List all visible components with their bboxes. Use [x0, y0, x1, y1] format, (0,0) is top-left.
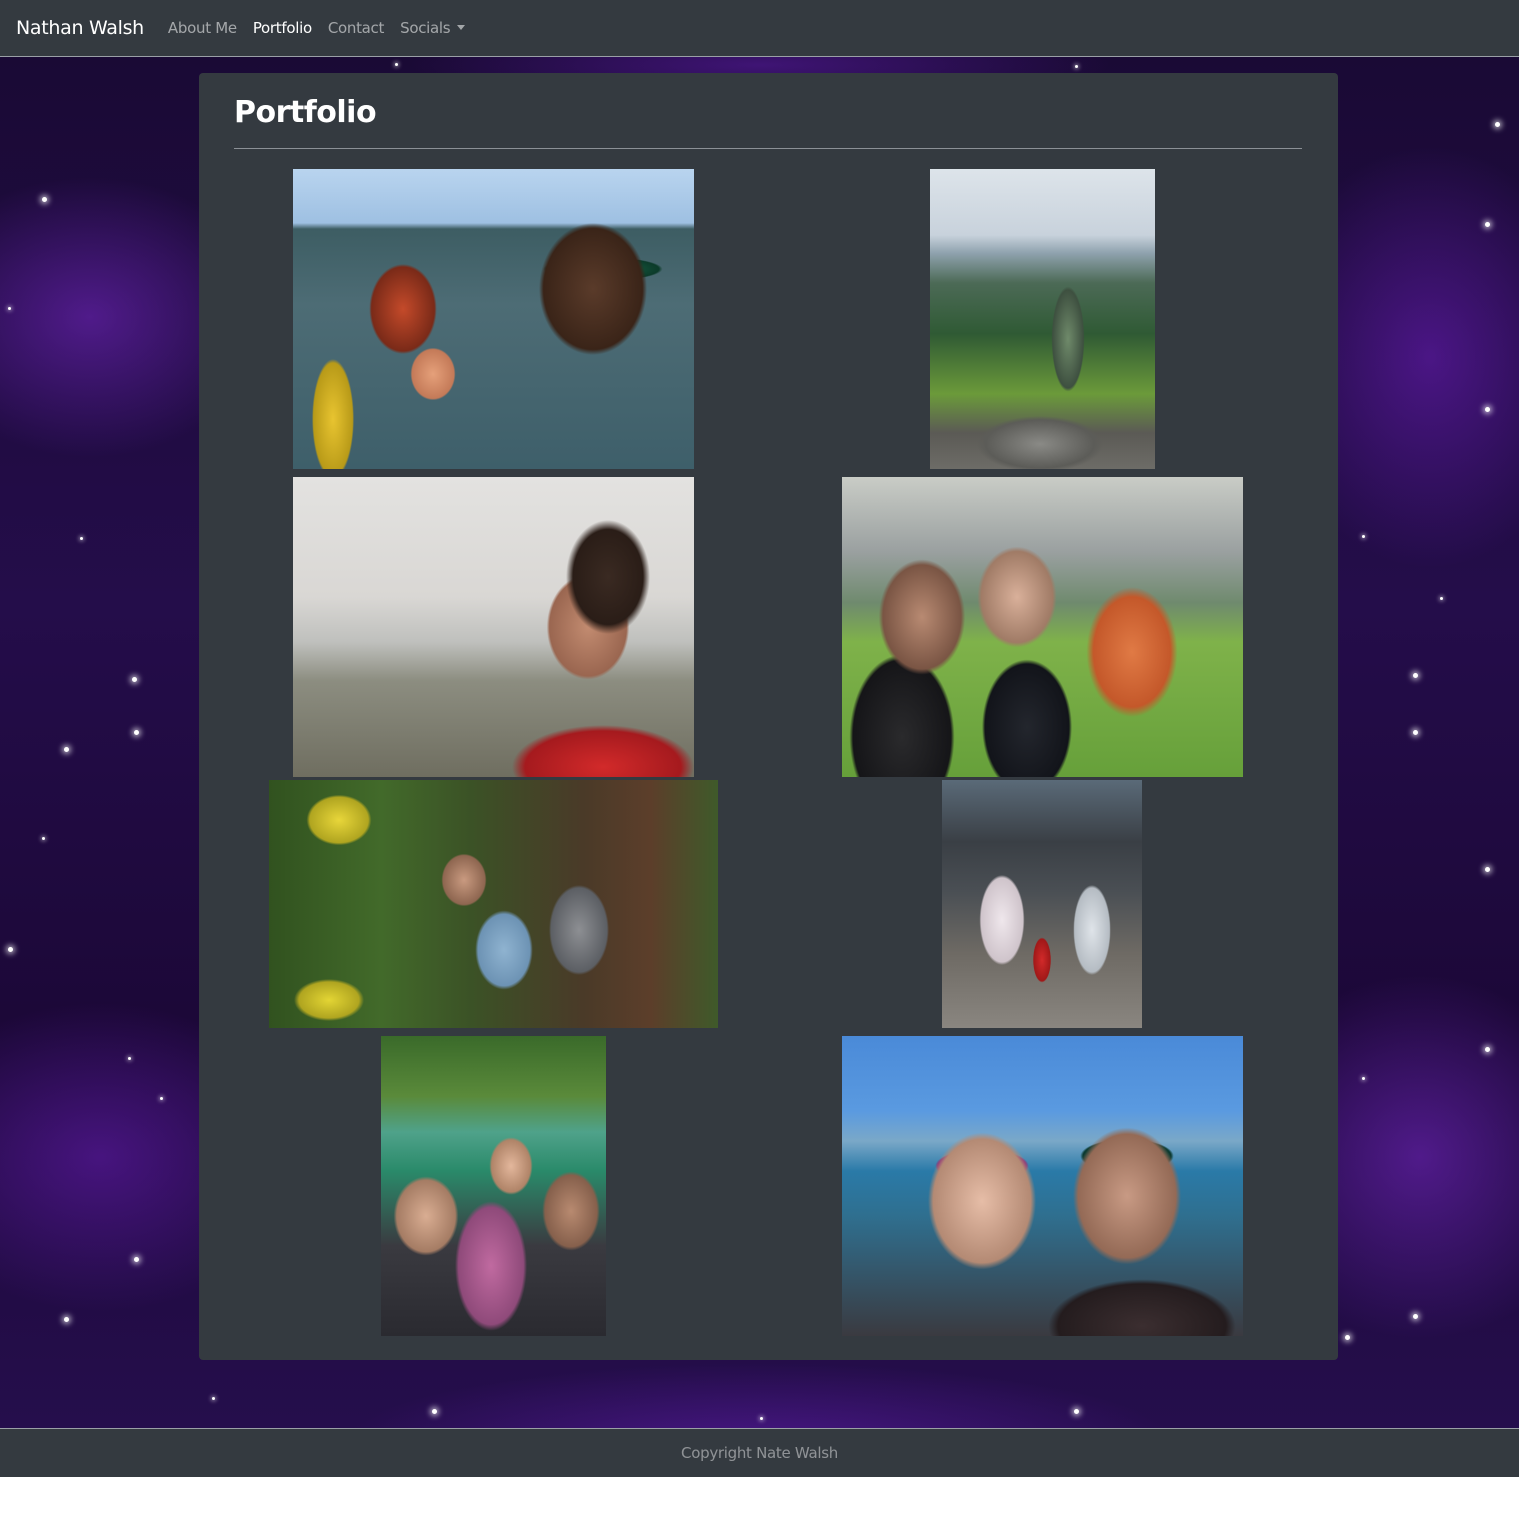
- star: [132, 677, 137, 682]
- star: [395, 63, 398, 66]
- star: [1413, 673, 1418, 678]
- star: [760, 1417, 763, 1420]
- star: [1485, 867, 1490, 872]
- page-title: Portfolio: [234, 95, 377, 130]
- star: [42, 837, 45, 840]
- star: [64, 1317, 69, 1322]
- nav-link-contact[interactable]: Contact: [327, 19, 385, 37]
- photo-mountain-hike[interactable]: [930, 169, 1155, 469]
- title-divider: [234, 148, 1302, 149]
- star: [1345, 1335, 1350, 1340]
- star: [160, 1097, 163, 1100]
- star: [1440, 597, 1443, 600]
- portfolio-card: Portfolio: [199, 73, 1338, 1360]
- star: [1074, 1409, 1079, 1414]
- star: [134, 1257, 139, 1262]
- copyright-text: Copyright Nate Walsh: [681, 1444, 838, 1462]
- nav-link-about-me[interactable]: About Me: [167, 19, 237, 37]
- star: [42, 197, 47, 202]
- brand-link[interactable]: Nathan Walsh: [16, 17, 144, 39]
- star: [128, 1057, 131, 1060]
- star: [80, 537, 83, 540]
- star: [1485, 1047, 1490, 1052]
- photo-kayak-selfie[interactable]: [293, 169, 694, 469]
- photo-waterfall-family[interactable]: [381, 1036, 606, 1336]
- star: [1362, 535, 1365, 538]
- star: [432, 1409, 437, 1414]
- star: [64, 747, 69, 752]
- star: [134, 730, 139, 735]
- page-footer: Copyright Nate Walsh: [0, 1428, 1519, 1477]
- star: [1075, 65, 1078, 68]
- nav-link-portfolio[interactable]: Portfolio: [252, 19, 312, 37]
- photo-beach-portrait[interactable]: [293, 477, 694, 777]
- chevron-down-icon: [457, 25, 466, 30]
- photo-garden-family[interactable]: [269, 780, 718, 1028]
- photo-boat-couple[interactable]: [842, 1036, 1243, 1336]
- star: [8, 947, 13, 952]
- star: [1362, 1077, 1365, 1080]
- nav-dropdown-socials[interactable]: Socials: [400, 19, 466, 37]
- star: [1413, 730, 1418, 735]
- photo-statue-family[interactable]: [942, 780, 1142, 1028]
- star: [1413, 1314, 1418, 1319]
- star: [1485, 222, 1490, 227]
- star: [8, 307, 11, 310]
- top-navbar: Nathan Walsh About Me Portfolio Contact …: [0, 0, 1519, 57]
- star: [1495, 122, 1500, 127]
- photo-stadium-selfie[interactable]: [842, 477, 1243, 777]
- star: [1485, 407, 1490, 412]
- star: [212, 1397, 215, 1400]
- nav-link-socials-label: Socials: [400, 19, 451, 37]
